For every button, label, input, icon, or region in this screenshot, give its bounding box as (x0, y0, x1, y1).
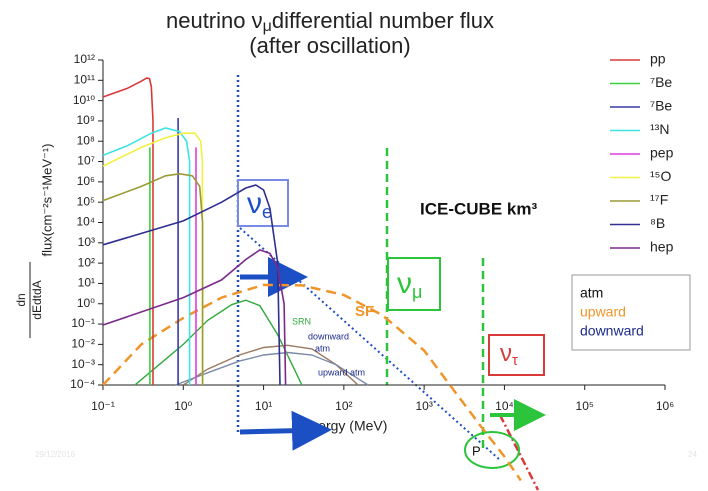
y-tick-label: 10¹² (74, 52, 95, 66)
y-tick-label: 10⁷ (77, 154, 95, 168)
series-line (102, 127, 191, 385)
chart-title: neutrino νμdifferential number flux (166, 8, 494, 35)
y-tick-label: 10⁶ (77, 174, 95, 188)
x-tick-label: 10² (335, 399, 352, 413)
curve-label: atm (315, 343, 330, 353)
y-tick-label: 10⁰ (77, 296, 95, 310)
y-tick-label: 10² (78, 255, 95, 269)
curve-label: upward atm (318, 367, 365, 377)
series-line (102, 172, 204, 385)
y-tick-label: 10⁻⁴ (70, 377, 95, 391)
y-tick-label: 10³ (78, 235, 95, 249)
series-line (102, 132, 204, 385)
x-tick-label: 10⁴ (495, 399, 514, 413)
page-number: 24 (688, 450, 697, 459)
circle (464, 431, 520, 469)
series-line (102, 184, 281, 386)
legend-label: ⁷Be (650, 98, 672, 114)
x-tick-label: 10⁶ (656, 399, 674, 413)
series-line (102, 77, 154, 385)
nu-e: νe (247, 187, 272, 222)
y-tick-label: 10⁴ (76, 215, 95, 229)
legend-label: ¹⁵O (650, 168, 671, 184)
box (571, 274, 691, 351)
legend-label: ¹³N (650, 121, 669, 137)
series-line (102, 249, 287, 386)
curve-label: SRN (292, 316, 311, 326)
legend-label: ⁷Be (650, 74, 672, 90)
y-axis-label: dn (14, 293, 28, 306)
date: 29/12/2016 (35, 450, 76, 459)
box (488, 334, 545, 376)
y-axis-label: flux(cm⁻²s⁻¹MeV⁻¹) (39, 143, 54, 256)
p-label: P (472, 443, 481, 458)
x-tick-label: 10¹ (255, 399, 272, 413)
series-line (175, 351, 369, 386)
nu-tau: ντ (500, 340, 518, 369)
nu-mu: νμ (397, 267, 422, 302)
atm-legend-label: downward (580, 323, 644, 339)
series-line (134, 299, 303, 386)
atm-legend-label: upward (580, 304, 626, 320)
curve-label: SF (355, 303, 374, 320)
y-tick-label: 10⁵ (77, 194, 95, 208)
series-line (102, 283, 522, 482)
y-tick-label: 10¹⁰ (73, 93, 95, 107)
series-line (182, 344, 359, 386)
y-tick-label: 10¹ (78, 276, 95, 290)
legend-label: pep (650, 145, 674, 161)
y-tick-label: 10⁸ (77, 133, 95, 147)
x-tick-label: 10⁰ (174, 399, 192, 413)
y-tick-label: 10⁹ (77, 113, 96, 127)
legend-label: pp (650, 51, 666, 67)
x-tick-label: 10⁵ (576, 399, 594, 413)
y-axis-label: dEdtdA (30, 280, 44, 319)
y-tick-label: 10⁻¹ (71, 316, 95, 330)
dotted-line (239, 227, 501, 461)
chart-subtitle: (after oscillation) (249, 33, 410, 58)
legend-label: ¹⁷F (650, 192, 668, 208)
y-tick-label: 10⁻³ (71, 357, 95, 371)
atm-legend-label: atm (580, 285, 603, 301)
x-tick-label: 10³ (415, 399, 432, 413)
legend-label: ⁸B (650, 215, 665, 231)
arrow (239, 410, 332, 451)
legend-label: hep (650, 239, 674, 255)
downward-label: downward (308, 331, 349, 341)
icecube-label: ICE-CUBE km³ (420, 199, 537, 218)
box (387, 257, 441, 311)
y-tick-label: 10⁻² (71, 337, 95, 351)
y-tick-label: 10¹¹ (74, 72, 95, 86)
dash-dot-line (498, 414, 540, 491)
x-tick-label: 10⁻¹ (91, 399, 115, 413)
